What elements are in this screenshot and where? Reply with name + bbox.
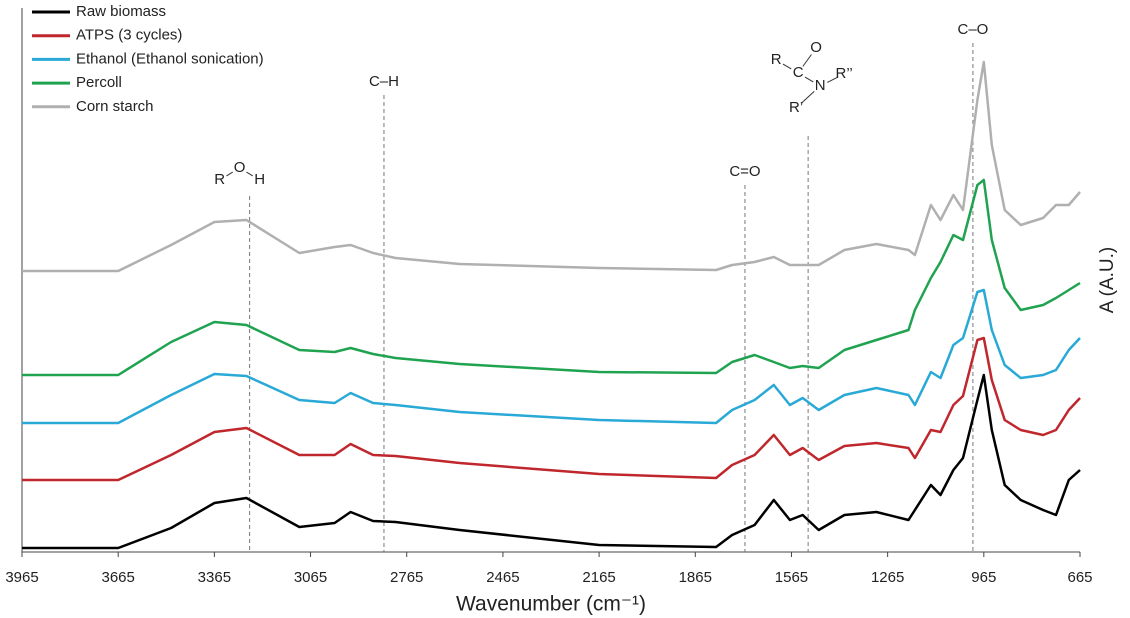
legend-label: Raw biomass — [76, 3, 166, 20]
series-line — [22, 178, 1081, 377]
series-line — [22, 336, 1081, 482]
structure-bond — [827, 77, 838, 83]
legend-label: Percoll — [76, 74, 122, 91]
x-tick-label: 2165 — [582, 569, 615, 586]
x-tick-label: 2765 — [390, 569, 423, 586]
legend-label: Corn starch — [76, 98, 154, 115]
structure-atom: H — [254, 171, 265, 188]
x-tick-label: 3365 — [198, 569, 231, 586]
x-axis-title: Wavenumber (cm⁻¹) — [456, 593, 646, 616]
x-tick-label: 3065 — [294, 569, 327, 586]
structure-atom: R — [771, 51, 782, 68]
x-tick-label: 665 — [1067, 569, 1092, 586]
legend-label: ATPS (3 cycles) — [76, 27, 182, 44]
series-line — [22, 373, 1081, 550]
structure-bond — [226, 171, 234, 177]
structure-bond — [801, 91, 815, 103]
structure-atom: O — [234, 159, 246, 176]
structure-atom: R’’ — [836, 65, 853, 82]
x-tick-label: 3665 — [101, 569, 134, 586]
x-tick-label: 3965 — [5, 569, 38, 586]
x-tick-label: 965 — [971, 569, 996, 586]
annotation-label: C–H — [369, 73, 399, 90]
structure-atom: R’ — [789, 99, 803, 116]
structure-atom: O — [810, 39, 822, 56]
structure-bond — [802, 54, 812, 67]
series-line — [22, 288, 1081, 425]
structure-bond — [782, 63, 792, 70]
y-axis-title: A (A.U.) — [1097, 247, 1118, 314]
structure-atom: R — [214, 171, 225, 188]
series-line — [22, 60, 1081, 273]
structure-atom: C — [793, 64, 804, 81]
annotation-label: C–O — [957, 21, 988, 38]
x-tick-label: 1865 — [679, 569, 712, 586]
annotation-label: C=O — [729, 163, 760, 180]
structure-atom: N — [815, 77, 826, 94]
x-tick-label: 2465 — [486, 569, 519, 586]
legend-label: Ethanol (Ethanol sonication) — [76, 50, 264, 67]
x-tick-label: 1565 — [775, 569, 808, 586]
structure-bond — [246, 171, 254, 177]
x-tick-label: 1265 — [871, 569, 904, 586]
structure-bond — [804, 76, 814, 83]
